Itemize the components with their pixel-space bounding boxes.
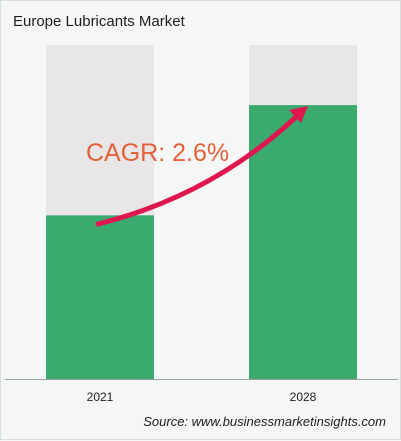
bar-2021 — [46, 215, 154, 379]
cagr-label: CAGR: 2.6% — [86, 139, 229, 167]
x-tick-label: 2021 — [87, 390, 114, 404]
x-axis-ticks: 2021 2028 — [87, 390, 317, 404]
growth-arrow-head-icon — [289, 106, 308, 123]
growth-arrow-shaft — [95, 114, 299, 227]
chart-title: Europe Lubricants Market — [13, 13, 185, 30]
bars-group — [46, 45, 357, 380]
x-tick-label: 2028 — [290, 390, 317, 404]
source-note: Source: www.businessmarketinsights.com — [143, 414, 386, 429]
bar-2028 — [249, 105, 357, 380]
